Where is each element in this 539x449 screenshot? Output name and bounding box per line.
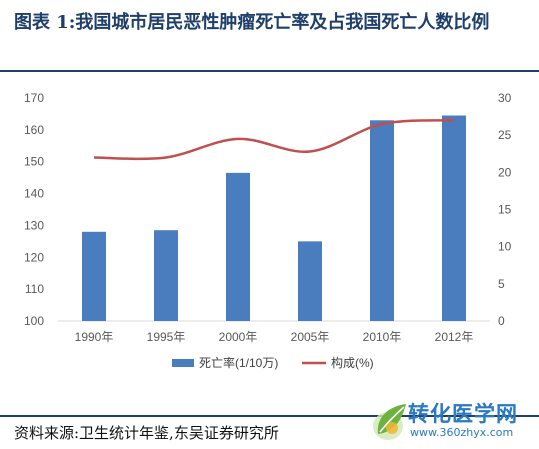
legend-label-line: 构成(%) bbox=[331, 355, 374, 370]
legend-label-bar: 死亡率(1/10万) bbox=[199, 355, 278, 370]
chart-legend: 死亡率(1/10万) 构成(%) bbox=[172, 355, 374, 370]
source-note: 资料来源:卫生统计年鉴,东吴证券研究所 bbox=[14, 424, 279, 442]
watermark-url: www.360zhyx.com bbox=[410, 426, 514, 439]
x-axis-ticks: 1990年 1995年 2000年 2005年 2010年 2012年 bbox=[75, 330, 474, 344]
right-axis: 0 5 10 15 20 25 30 bbox=[498, 91, 512, 328]
right-axis-tick-label: 5 bbox=[498, 277, 505, 291]
bar bbox=[82, 231, 106, 321]
source-divider bbox=[0, 415, 539, 417]
left-axis-tick-label: 120 bbox=[24, 250, 44, 264]
bar bbox=[442, 115, 466, 321]
right-axis-tick-label: 25 bbox=[498, 128, 512, 142]
left-axis-tick-label: 100 bbox=[24, 314, 44, 328]
left-axis-tick-label: 130 bbox=[24, 218, 44, 232]
right-axis-tick-label: 15 bbox=[498, 203, 512, 217]
combo-chart: 100 110 120 130 140 150 160 170 0 5 10 15 20 25 30 19… bbox=[24, 91, 512, 370]
line-path bbox=[93, 119, 455, 161]
left-axis-tick-label: 110 bbox=[25, 282, 44, 296]
x-tick-label: 1990年 bbox=[75, 330, 114, 344]
right-axis-tick-label: 10 bbox=[498, 240, 512, 254]
watermark: 转化医学网 www.360zhyx.com bbox=[368, 396, 536, 446]
line-series bbox=[93, 119, 455, 161]
legend-swatch-bar bbox=[172, 359, 194, 367]
bar-series bbox=[82, 115, 466, 321]
bar bbox=[370, 120, 394, 321]
x-tick-label: 2010年 bbox=[363, 330, 402, 344]
right-axis-tick-label: 30 bbox=[498, 91, 512, 105]
watermark-name: 转化医学网 bbox=[408, 402, 518, 426]
x-tick-label: 1995年 bbox=[147, 330, 186, 344]
x-tick-label: 2012年 bbox=[435, 330, 474, 344]
figure-title: 图表 1:我国城市居民恶性肿瘤死亡率及占我国死亡人数比例 bbox=[14, 12, 490, 33]
right-axis-tick-label: 20 bbox=[498, 165, 512, 179]
left-axis-tick-label: 160 bbox=[24, 123, 44, 137]
left-axis-tick-label: 170 bbox=[24, 91, 44, 105]
right-axis-tick-label: 0 bbox=[498, 314, 505, 328]
x-tick-label: 2005年 bbox=[291, 330, 330, 344]
bar bbox=[226, 172, 250, 321]
left-axis: 100 110 120 130 140 150 160 170 bbox=[24, 91, 44, 328]
left-axis-tick-label: 140 bbox=[24, 187, 44, 201]
bar bbox=[154, 230, 178, 321]
x-tick-label: 2000年 bbox=[219, 330, 258, 344]
bar bbox=[298, 241, 322, 321]
title-divider bbox=[0, 70, 539, 72]
left-axis-tick-label: 150 bbox=[24, 155, 44, 169]
leaf-logo-icon bbox=[373, 404, 406, 440]
